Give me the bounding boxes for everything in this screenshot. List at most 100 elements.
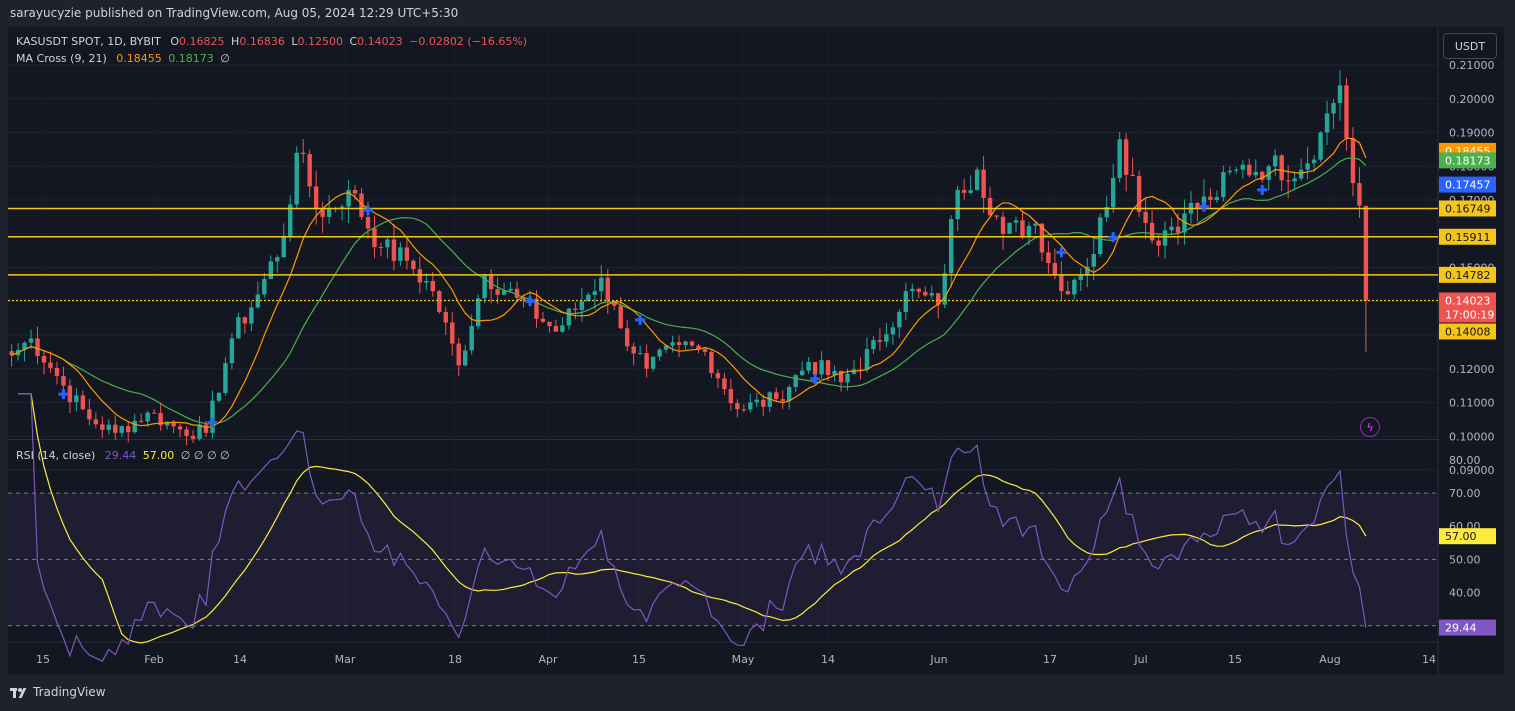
candle-body (819, 360, 824, 375)
ma-cross-marker (207, 417, 218, 428)
candle-body (463, 350, 468, 366)
price-tick: 0.21000 (1449, 59, 1495, 72)
candle-body (1253, 171, 1258, 176)
candle-body (1266, 166, 1271, 180)
candle-body (702, 349, 708, 352)
candle-body (307, 154, 312, 187)
close-label: C (349, 35, 358, 48)
candle-body (1065, 291, 1071, 295)
lightning-icon[interactable]: ϟ (1360, 417, 1380, 437)
time-tick: Jun (929, 653, 947, 666)
candle-body (275, 257, 280, 262)
candle-body (508, 288, 513, 291)
candle-body (735, 403, 740, 410)
candle-body (780, 399, 785, 402)
rsi-legend: RSI (14, close) 29.44 57.00 ∅ ∅ ∅ ∅ (16, 449, 233, 462)
candle-body (961, 189, 967, 193)
candle-body (1143, 211, 1148, 223)
price-label: 0.14782 (1445, 269, 1491, 282)
rsi-line (18, 393, 1367, 662)
time-tick: Aug (1319, 653, 1340, 666)
candle-body (573, 308, 578, 310)
currency-button[interactable]: USDT (1443, 33, 1497, 59)
candle-body (566, 308, 572, 326)
low-label: L (291, 35, 298, 48)
candle-body (605, 277, 610, 301)
candle-body (1247, 164, 1252, 176)
candle-body (625, 328, 630, 347)
ma-cross-marker (58, 389, 69, 400)
candle-body (424, 281, 429, 283)
candle-body (288, 204, 293, 238)
ma-cross-marker (635, 314, 646, 325)
candle-body (93, 419, 99, 425)
candle-body (1350, 138, 1356, 184)
chart-svg[interactable]: 0.210000.200000.190000.180000.170000.160… (8, 27, 1504, 675)
candle-body (164, 421, 170, 426)
candle-body (637, 353, 643, 355)
candle-body (845, 373, 850, 383)
candle-body (1195, 202, 1200, 209)
candle-body (1305, 163, 1310, 170)
candle-body (35, 338, 40, 357)
candle-body (320, 208, 325, 217)
open-label: O (170, 35, 180, 48)
candle-body (1324, 113, 1330, 133)
candle-body (1091, 254, 1096, 267)
candle-body (825, 360, 831, 376)
candle-body (1020, 220, 1025, 238)
candle-body (1214, 197, 1220, 200)
candle-body (942, 273, 947, 305)
candle-body (210, 400, 215, 433)
candle-body (618, 305, 623, 329)
ma-cross-marker (363, 205, 373, 216)
candle-body (365, 216, 371, 229)
candle-body (799, 370, 805, 376)
candle-body (851, 369, 857, 374)
candle-body (313, 186, 319, 209)
candle-body (709, 351, 714, 374)
candle-body (456, 343, 461, 366)
candle-body (806, 362, 811, 371)
candle-body (54, 367, 60, 377)
candle-body (534, 298, 539, 319)
candle-body (301, 152, 306, 155)
candle-body (1260, 171, 1265, 180)
candle-body (1337, 85, 1343, 104)
candle-body (268, 261, 273, 279)
open-value: 0.16825 (179, 35, 225, 48)
time-tick: Jul (1133, 653, 1147, 666)
candle-body (858, 369, 863, 371)
candle-body (715, 373, 721, 379)
candle-body (158, 412, 163, 426)
candle-body (728, 389, 734, 404)
symbol-label: KASUSDT SPOT, 1D, BYBIT (16, 35, 161, 48)
publisher-line: sarayucyzie published on TradingView.com… (10, 6, 459, 20)
price-tick: 0.12000 (1449, 363, 1495, 376)
candle-body (378, 247, 384, 249)
candle-body (216, 392, 222, 401)
candle-body (391, 239, 397, 261)
candle-body (1033, 223, 1038, 226)
candle-body (1298, 169, 1304, 179)
price-label-bg (1439, 152, 1496, 169)
candle-body (936, 293, 941, 305)
time-tick: Apr (538, 653, 558, 666)
candle-body (450, 322, 455, 344)
candle-body (761, 399, 766, 407)
rsi-label-bg (1439, 619, 1496, 636)
candle-body (126, 426, 131, 433)
candle-body (61, 376, 66, 386)
candle-body (981, 169, 986, 198)
candle-body (1000, 216, 1006, 234)
candle-body (1059, 274, 1064, 292)
ma-fast-value: 0.18455 (116, 52, 162, 65)
candle-body (1156, 240, 1161, 246)
candle-body (249, 307, 254, 324)
candle-body (1227, 170, 1233, 173)
rsi-tick: 50.00 (1449, 553, 1481, 566)
candle-body (100, 424, 105, 430)
candle-body (670, 342, 675, 346)
chart-frame[interactable]: 0.210000.200000.190000.180000.170000.160… (8, 27, 1504, 675)
candle-body (929, 293, 934, 296)
